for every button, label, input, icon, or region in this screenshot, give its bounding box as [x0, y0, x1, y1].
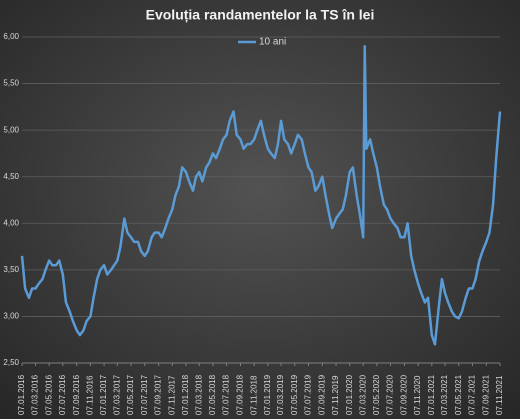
- x-tick-label: 07.01.2018: [181, 374, 190, 415]
- x-tick-label: 07.01.2019: [263, 374, 272, 415]
- x-tick-label: 07.11.2018: [249, 375, 258, 415]
- y-tick-label: 6,00: [3, 32, 19, 41]
- x-tick-label: 07.01.2020: [345, 374, 354, 415]
- legend-label: 10 ani: [259, 37, 286, 48]
- x-tick-label: 07.05.2017: [126, 374, 135, 415]
- x-tick-label: 07.03.2020: [358, 374, 367, 415]
- y-tick-label: 5,00: [3, 125, 19, 134]
- x-tick-label: 07.11.2017: [167, 375, 176, 415]
- y-tick-label: 4,00: [3, 218, 19, 227]
- x-tick-label: 07.09.2019: [317, 374, 326, 415]
- x-tick-label: 07.05.2018: [208, 374, 217, 415]
- x-tick-label: 07.11.2019: [331, 375, 340, 415]
- x-tick-label: 07.09.2021: [481, 374, 490, 415]
- x-tick-label: 07.11.2021: [495, 375, 504, 415]
- x-tick-label: 07.07.2021: [468, 374, 477, 415]
- x-tick-label: 07.03.2016: [31, 374, 40, 415]
- chart-title: Evoluția randamentelor la TS în lei: [146, 7, 375, 23]
- y-tick-label: 3,50: [3, 265, 19, 274]
- x-tick-label: 07.03.2021: [440, 374, 449, 415]
- x-tick-label: 07.09.2017: [154, 374, 163, 415]
- x-tick-label: 07.01.2017: [99, 374, 108, 415]
- x-tick-label: 07.05.2021: [454, 374, 463, 415]
- x-tick-label: 07.01.2016: [17, 374, 26, 415]
- y-tick-label: 5,50: [3, 79, 19, 88]
- x-tick-label: 07.05.2020: [372, 374, 381, 415]
- x-tick-label: 07.07.2018: [222, 374, 231, 415]
- x-tick-label: 07.03.2019: [276, 374, 285, 415]
- x-tick-label: 07.09.2020: [400, 374, 409, 415]
- x-tick-label: 07.07.2020: [386, 374, 395, 415]
- y-tick-label: 2,50: [3, 358, 19, 367]
- x-tick-label: 07.05.2016: [44, 374, 53, 415]
- line-series: [20, 45, 502, 346]
- x-tick-label: 07.07.2019: [304, 374, 313, 415]
- x-tick-label: 07.03.2017: [112, 374, 121, 415]
- x-tick-label: 07.11.2016: [86, 375, 95, 415]
- x-tick-label: 07.03.2018: [194, 374, 203, 415]
- x-tick-label: 07.07.2016: [58, 374, 67, 415]
- x-tick-label: 07.05.2019: [290, 374, 299, 415]
- y-tick-label: 3,00: [3, 312, 19, 321]
- y-tick-label: 4,50: [3, 172, 19, 181]
- x-tick-label: 07.09.2016: [72, 374, 81, 415]
- x-tick-label: 07.01.2021: [427, 374, 436, 415]
- x-tick-label: 07.11.2020: [413, 375, 422, 415]
- x-tick-label: 07.07.2017: [140, 374, 149, 415]
- x-tick-label: 07.09.2018: [236, 374, 245, 415]
